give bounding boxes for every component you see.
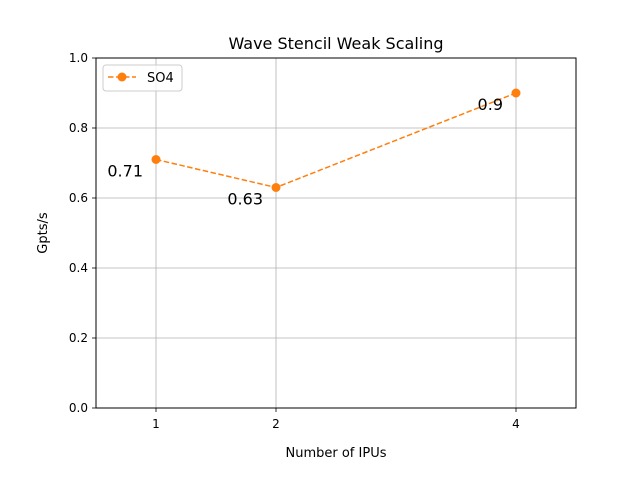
x-tick-label: 1 [152, 417, 160, 431]
data-point [511, 88, 521, 98]
legend-label-so4: SO4 [147, 71, 174, 86]
y-tick-label: 0.4 [69, 261, 88, 275]
data-point [271, 183, 281, 192]
y-tick-label: 0.8 [69, 121, 88, 135]
legend: SO4 [102, 64, 183, 92]
x-tick-label: 4 [512, 417, 520, 431]
chart-title: Wave Stencil Weak Scaling [228, 34, 443, 53]
data-label: 0.9 [478, 95, 503, 114]
data-label: 0.63 [227, 190, 263, 209]
data-point [151, 155, 161, 164]
plot-area-frame [95, 57, 577, 409]
legend-box [102, 64, 183, 92]
data-label: 0.71 [107, 162, 143, 181]
series-layer: 0.71 0.63 0.9 [107, 88, 521, 209]
y-axis-ticks: 0.0 0.2 0.4 0.6 0.8 1.0 [69, 51, 96, 415]
x-axis-label: Number of IPUs [286, 446, 387, 461]
y-axis-label: Gpts/s [36, 212, 51, 254]
x-tick-label: 2 [272, 417, 280, 431]
legend-marker-swatch [117, 72, 127, 82]
series-line-so4 [155, 92, 517, 189]
y-tick-label: 0.0 [69, 401, 88, 415]
y-tick-label: 0.2 [69, 331, 88, 345]
x-axis-ticks: 1 2 4 [152, 408, 520, 431]
y-tick-label: 0.6 [69, 191, 88, 205]
y-tick-label: 1.0 [69, 51, 88, 65]
grid [96, 57, 576, 409]
